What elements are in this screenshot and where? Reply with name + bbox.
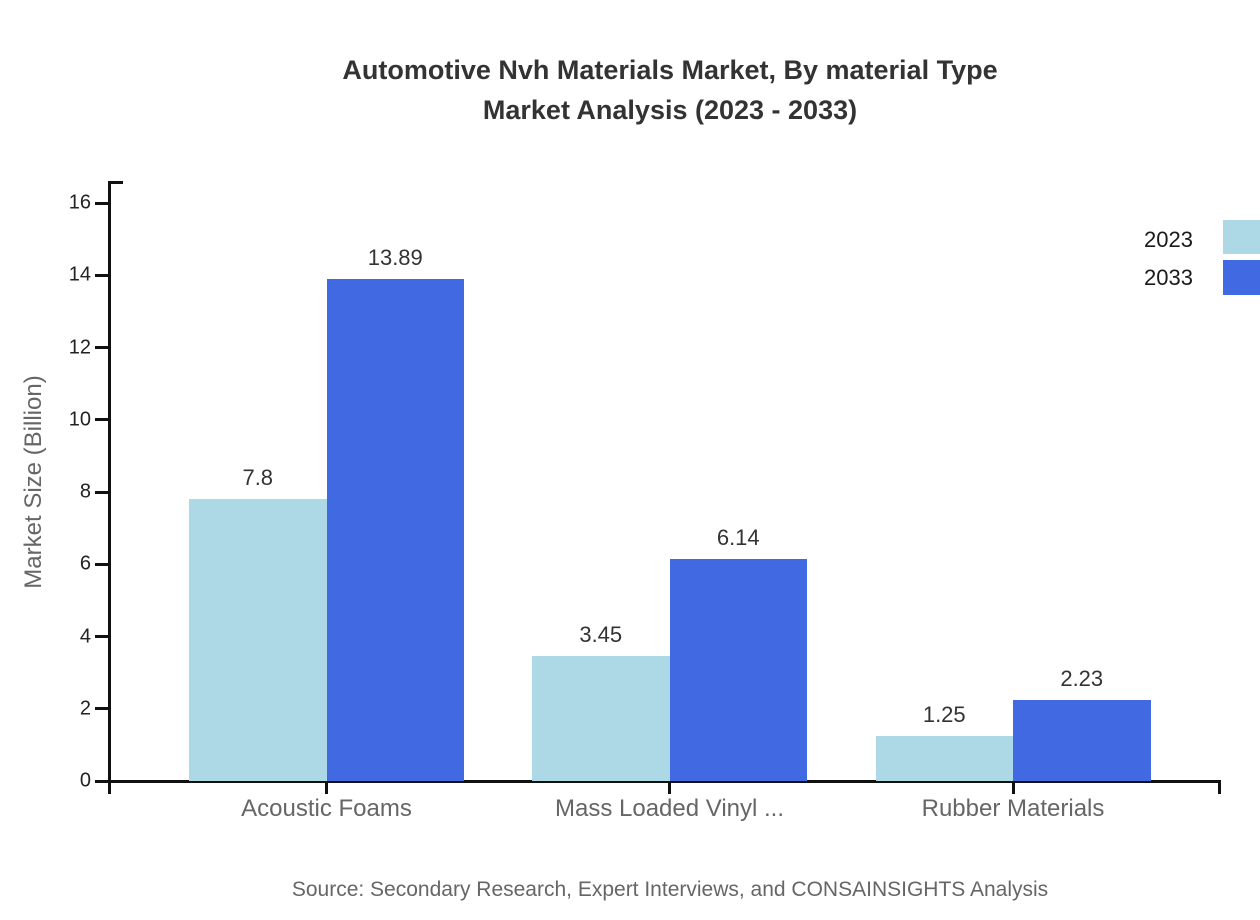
legend-label-2023: 2023 <box>1144 227 1193 252</box>
y-tick <box>95 562 108 566</box>
y-tick <box>95 490 108 494</box>
y-tick <box>95 635 108 638</box>
bar-2023-0 <box>189 499 327 781</box>
chart-title: Automotive Nvh Materials Market, By mate… <box>80 50 1260 130</box>
y-tick-label: 4 <box>79 625 91 647</box>
category-label: Rubber Materials <box>921 795 1105 822</box>
x-axis-right-end-tick <box>1218 783 1221 794</box>
y-tick-label: 2 <box>79 697 91 720</box>
bar-2033-1 <box>669 559 807 781</box>
y-tick <box>95 346 108 349</box>
x-axis-line <box>108 780 1221 783</box>
y-tick-label: 16 <box>68 191 91 214</box>
y-tick-label: 0 <box>79 769 91 792</box>
y-tick <box>95 779 108 783</box>
y-tick <box>95 273 108 277</box>
x-tick <box>1011 783 1015 794</box>
value-label-2033-1: 6.14 <box>716 525 760 551</box>
x-tick <box>325 783 328 794</box>
y-axis-line <box>108 181 111 783</box>
value-label-2023-2: 1.25 <box>922 701 966 727</box>
category-label: Acoustic Foams <box>241 795 412 822</box>
x-tick <box>668 783 671 794</box>
value-label-2033-0: 13.89 <box>367 245 423 271</box>
value-label-2033-2: 2.23 <box>1060 666 1104 692</box>
bar-2023-1 <box>532 656 670 781</box>
source-note: Source: Secondary Research, Expert Inter… <box>291 878 1049 901</box>
y-tick-label: 8 <box>79 480 91 503</box>
y-tick <box>95 418 108 422</box>
y-tick-label: 10 <box>68 408 91 431</box>
legend-label-2033: 2033 <box>1144 265 1193 290</box>
chart-title-line1: Automotive Nvh Materials Market, By mate… <box>342 55 998 85</box>
bar-2033-2 <box>1013 700 1151 781</box>
value-label-2023-0: 7.8 <box>242 465 274 491</box>
y-tick-label: 14 <box>68 263 91 286</box>
y-tick <box>95 201 108 205</box>
chart-title-line2: Market Analysis (2023 - 2033) <box>482 95 858 125</box>
bar-2033-0 <box>326 279 464 781</box>
legend-swatch-2033 <box>1223 260 1260 295</box>
category-label: Mass Loaded Vinyl ... <box>554 795 785 822</box>
y-axis-top-cap <box>108 181 123 184</box>
legend-swatch-2023 <box>1223 220 1260 254</box>
y-tick <box>95 707 108 711</box>
x-axis-left-end-tick <box>108 783 111 794</box>
value-label-2023-1: 3.45 <box>579 622 623 648</box>
y-tick-label: 12 <box>68 336 91 358</box>
bar-2023-2 <box>875 735 1013 781</box>
y-tick-label: 6 <box>79 552 91 575</box>
